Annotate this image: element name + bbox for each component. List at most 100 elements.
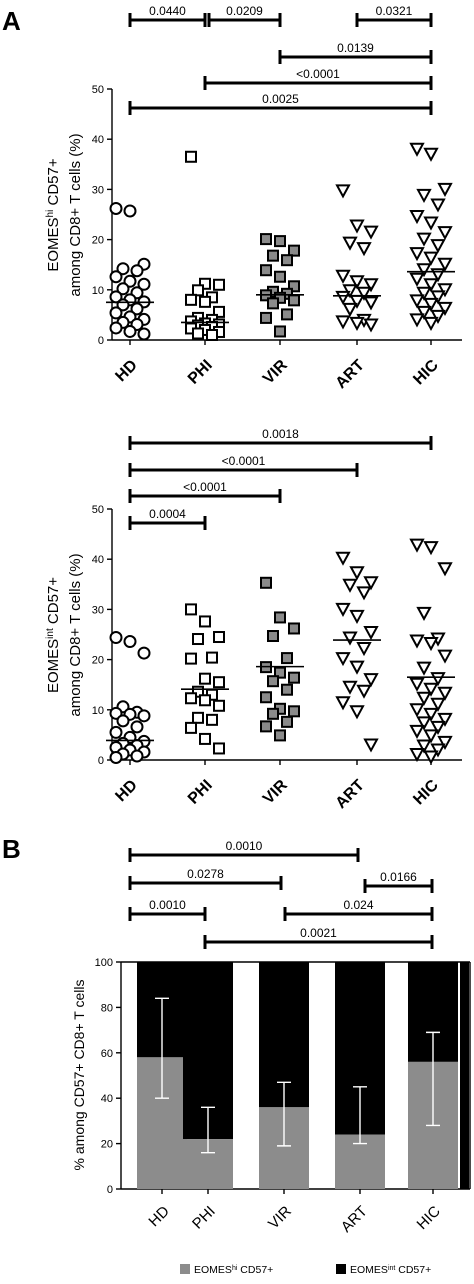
- a2-point-hd-1: [123, 635, 137, 649]
- b-bracket-hd-art: [128, 848, 360, 862]
- a-point-phi-5: [185, 293, 197, 306]
- a-y-tick-label-30: 30: [92, 184, 104, 196]
- a2-point-phi-2: [213, 631, 225, 644]
- b-bracket-hd-vir: [128, 876, 283, 890]
- a2-point-phi-6: [199, 672, 211, 685]
- a-bracket-hd-hic-label: 0.0025: [262, 92, 299, 106]
- a-point-hic-12: [437, 257, 453, 272]
- a-point-vir-14: [281, 308, 293, 321]
- legend-int-sup: int: [388, 1265, 395, 1272]
- b-bracket-art-hic-label: 0.0166: [380, 870, 417, 884]
- a2-point-hic-23: [416, 739, 432, 754]
- panel-a2-ylabel-sup: int: [45, 628, 56, 639]
- b-bracket-art-hic: [363, 879, 434, 893]
- a-point-vir-3: [267, 249, 279, 262]
- a-point-hd-3: [116, 262, 130, 276]
- a-point-hic-7: [437, 226, 453, 241]
- a2-point-phi-1: [199, 615, 211, 628]
- a-bracket-vir-hic-label: 0.0139: [337, 41, 374, 55]
- a2-point-vir-14: [281, 715, 293, 728]
- panel-a-ylabel-pre: EOMES: [45, 217, 62, 271]
- a2-point-hic-10: [409, 677, 425, 692]
- a2-y-tick-label-0: 0: [98, 755, 104, 767]
- a2-point-art-16: [349, 705, 365, 720]
- a2-point-phi-4: [206, 651, 218, 664]
- a-point-hic-3: [416, 188, 432, 204]
- b-bracket-phi-hic: [203, 935, 434, 949]
- a-point-hic-23: [416, 305, 432, 320]
- a-y-tick-label-50: 50: [92, 84, 104, 96]
- a2-point-hic-21: [423, 729, 439, 744]
- panel-a-ylabel: EOMEShi CD57+: [45, 158, 63, 272]
- a-point-art-17: [363, 318, 379, 333]
- a-point-hic-4: [430, 198, 446, 213]
- a-point-vir-7: [288, 280, 300, 293]
- a2-x-tick-label-hic: HIC: [410, 776, 442, 808]
- a2-y-tick-label-30: 30: [92, 604, 104, 616]
- b-errorbar-vir: [277, 1081, 291, 1147]
- a-point-hic-22: [437, 301, 453, 316]
- a2-point-phi-15: [185, 721, 197, 734]
- a2-bracket-hd-vir-label: <0.0001: [183, 480, 227, 494]
- a-point-phi-3: [192, 284, 204, 297]
- a2-point-art-15: [335, 696, 351, 711]
- a2-bracket-hd-phi: [128, 516, 207, 530]
- a-point-vir-15: [260, 311, 272, 324]
- a-point-art-10: [335, 290, 351, 305]
- a-point-vir-4: [281, 254, 293, 267]
- a2-point-hd-9: [130, 720, 144, 734]
- a2-point-hic-3: [416, 606, 432, 622]
- a-point-hic-19: [430, 290, 446, 305]
- a2-point-vir-13: [267, 707, 279, 720]
- a2-point-art-0: [335, 551, 351, 566]
- a-point-hic-11: [423, 251, 439, 266]
- b-bracket-hd-phi: [128, 907, 207, 921]
- legend-hi-pre: EOMES: [194, 1264, 232, 1276]
- a2-point-hd-0: [109, 631, 123, 645]
- a2-point-hic-22: [437, 735, 453, 751]
- panel-a-eomes-int-scatter: EOMESint CD57+ among CD8+ T cells (%) 0 1…: [45, 427, 462, 812]
- a2-point-hic-1: [423, 541, 439, 556]
- panel-a2-ylabel-line2: among CD8+ T cells (%): [67, 553, 84, 716]
- a2-x-tick-label-art: ART: [333, 777, 368, 812]
- a-point-hd-1: [123, 204, 137, 218]
- b-errorbar-art: [353, 1086, 367, 1145]
- panel-letter-b: B: [2, 834, 21, 864]
- a2-point-phi-0: [185, 603, 197, 616]
- a-bracket-phi-hic-label: <0.0001: [296, 67, 340, 81]
- a2-point-hic-16: [423, 707, 439, 722]
- a2-y-tick-label-10: 10: [92, 705, 104, 717]
- a-point-hd-4: [130, 264, 144, 278]
- panel-a2-ylabel: EOMESint CD57+: [45, 577, 63, 693]
- panel-b-stacked-bars: B % among CD57+ CD8+ T cells EOMEShi CD5…: [2, 834, 471, 1276]
- a2-point-hic-13: [416, 691, 432, 706]
- b-y-tick-label-60: 60: [101, 1048, 113, 1060]
- a-point-vir-13: [267, 297, 279, 310]
- a-point-hd-7: [137, 277, 151, 291]
- a-point-hd-8: [116, 282, 130, 296]
- a2-point-hic-5: [409, 634, 425, 649]
- a-point-hic-16: [423, 278, 439, 293]
- a2-point-hic-11: [423, 682, 439, 697]
- a2-point-art-7: [363, 625, 379, 641]
- a2-point-hd-2: [137, 646, 151, 660]
- a2-point-hic-2: [437, 562, 453, 577]
- a-point-art-3: [342, 236, 358, 251]
- a2-point-phi-11: [199, 694, 211, 707]
- panel-a-ylabel-post: CD57+: [45, 158, 62, 210]
- b-errorbar-phi: [201, 1106, 215, 1154]
- a2-point-vir-9: [281, 683, 293, 696]
- legend-int-pre: EOMES: [350, 1264, 388, 1276]
- a2-point-vir-10: [260, 691, 272, 704]
- a2-point-art-3: [342, 578, 358, 593]
- a2-point-hic-9: [430, 672, 446, 687]
- a-point-art-15: [335, 315, 351, 330]
- a-y-tick-label-40: 40: [92, 134, 104, 146]
- a2-y-tick-label-50: 50: [92, 504, 104, 516]
- a-point-hd-15: [109, 306, 123, 320]
- a-point-hd-21: [123, 324, 137, 338]
- a-x-tick-label-hd: HD: [112, 357, 140, 385]
- a2-point-phi-10: [185, 692, 197, 705]
- legend-swatch-hi: [180, 1264, 190, 1274]
- a-point-vir-5: [260, 264, 272, 277]
